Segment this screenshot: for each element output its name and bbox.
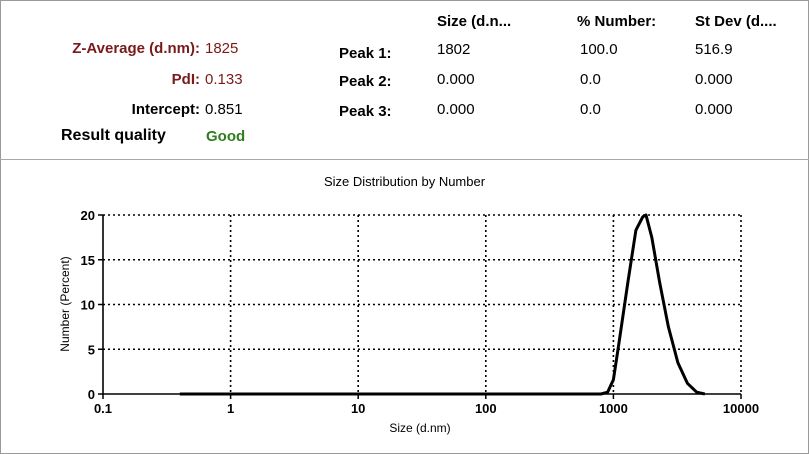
peak-3-number: 0.0 [580,101,601,118]
peak-1-stdev: 516.9 [695,41,733,58]
z-average-label: Z-Average (d.nm): [72,40,200,57]
chart-grid [103,214,742,394]
y-tick-label: 15 [81,253,95,268]
peak-1-label: Peak 1: [339,45,392,62]
peak-1-number: 100.0 [580,41,618,58]
intercept-value: 0.851 [205,101,243,118]
x-tick-label: 1 [227,401,234,416]
y-tick-label: 20 [81,208,95,223]
x-tick-label: 10 [351,401,365,416]
y-tick-label: 0 [88,387,95,402]
pdi-value: 0.133 [205,71,243,88]
x-axis-label: Size (d.nm) [389,421,450,435]
x-tick-label: 10000 [723,401,759,416]
peak-3-stdev: 0.000 [695,101,733,118]
y-tick-label: 10 [81,298,95,313]
result-quality-value: Good [206,128,246,145]
peak-2-size: 0.000 [437,71,475,88]
intercept-label: Intercept: [131,101,200,118]
x-tick-label: 1000 [599,401,628,416]
result-quality-label: Result quality [61,127,166,144]
header-stdev: St Dev (d.... [695,13,777,30]
pdi-label: PdI: [171,71,200,88]
y-tick-label: 5 [88,342,95,357]
series-line [179,213,706,396]
peak-2-number: 0.0 [580,71,601,88]
peak-1-size: 1802 [437,41,471,58]
section-divider [0,159,809,160]
peak-2-stdev: 0.000 [695,71,733,88]
z-average-value: 1825 [205,40,239,57]
peak-2-label: Peak 2: [339,73,392,90]
peak-3-label: Peak 3: [339,103,392,120]
chart-axes [98,214,742,399]
chart-tick-labels: 0.1 1 10 100 1000 10000 0 5 10 15 20 [81,208,760,416]
peak-3-size: 0.000 [437,101,475,118]
x-tick-label: 100 [475,401,497,416]
x-tick-label: 0.1 [94,401,112,416]
y-axis-label: Number (Percent) [58,256,72,351]
header-number: % Number: [577,13,657,30]
header-size: Size (d.n... [437,13,512,30]
chart-title: Size Distribution by Number [323,174,486,189]
